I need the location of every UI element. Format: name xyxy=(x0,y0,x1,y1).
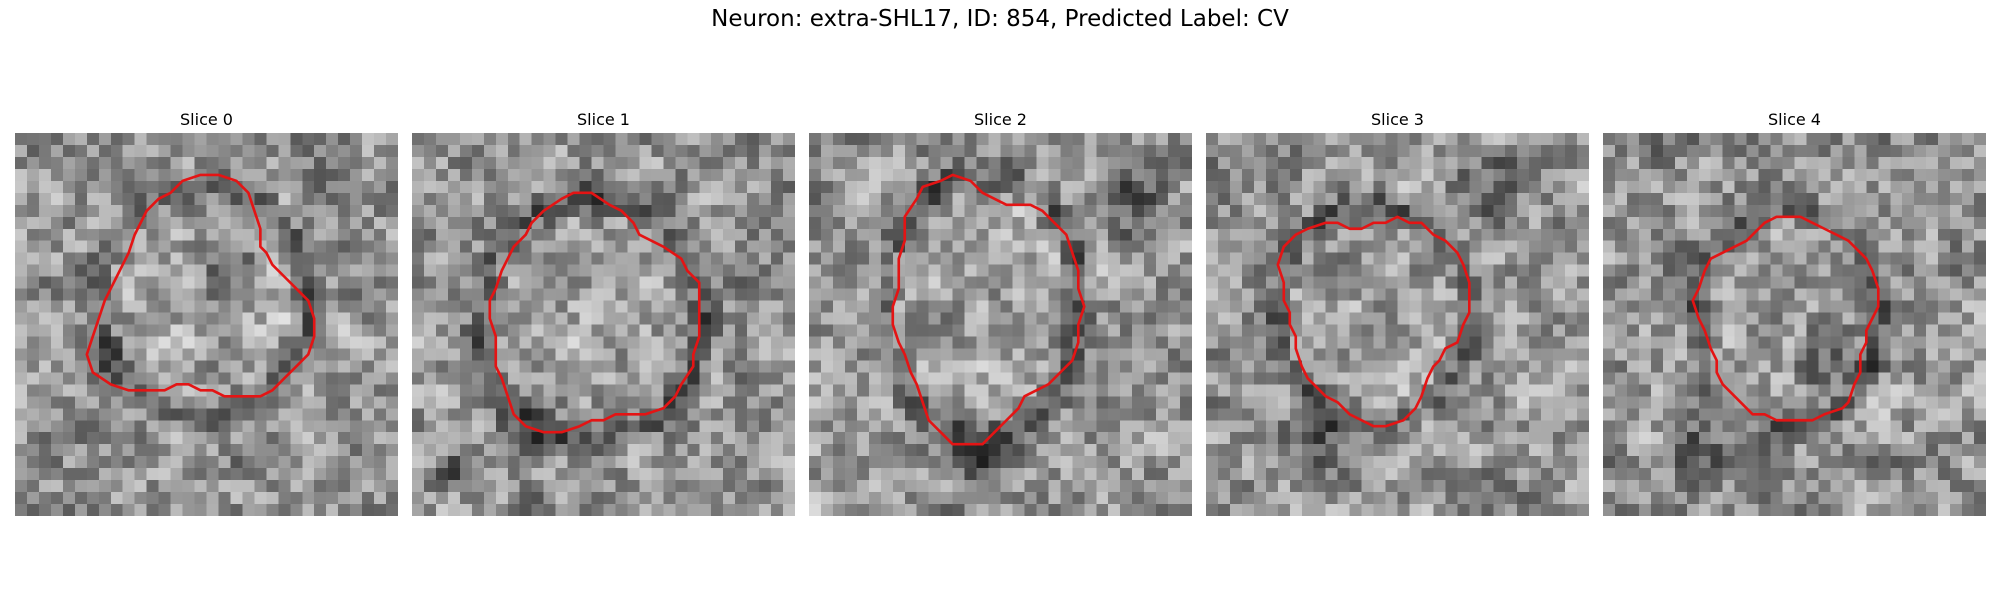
segmentation-contour-1 xyxy=(488,191,701,434)
pixel-grid-4 xyxy=(1603,133,1986,516)
slice-image-1 xyxy=(412,133,795,516)
slice-image-0 xyxy=(15,133,398,516)
pixel-grid-0 xyxy=(15,133,398,516)
slice-title-2: Slice 2 xyxy=(974,110,1027,129)
slice-panel-3: Slice 3 xyxy=(1206,108,1589,516)
slice-image-3 xyxy=(1206,133,1589,516)
pixel-grid-3 xyxy=(1206,133,1589,516)
segmentation-contour-0 xyxy=(85,173,316,398)
slice-panel-2: Slice 2 xyxy=(809,108,1192,516)
slice-panel-4: Slice 4 xyxy=(1603,108,1986,516)
segmentation-contour-2 xyxy=(891,173,1086,446)
slice-title-0: Slice 0 xyxy=(180,110,233,129)
slice-title-4: Slice 4 xyxy=(1768,110,1821,129)
slice-panel-1: Slice 1 xyxy=(412,108,795,516)
slice-image-4 xyxy=(1603,133,1986,516)
figure-title: Neuron: extra-SHL17, ID: 854, Predicted … xyxy=(711,6,1289,32)
segmentation-contour-4 xyxy=(1691,215,1880,422)
slice-title-1: Slice 1 xyxy=(577,110,630,129)
pixel-grid-2 xyxy=(809,133,1192,516)
pixel-grid-1 xyxy=(412,133,795,516)
slice-title-3: Slice 3 xyxy=(1371,110,1424,129)
slice-panel-0: Slice 0 xyxy=(15,108,398,516)
slice-image-2 xyxy=(809,133,1192,516)
segmentation-contour-3 xyxy=(1276,215,1471,428)
